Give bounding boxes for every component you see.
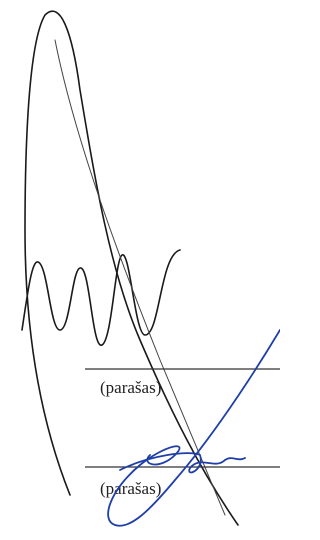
signature-label: (parašas) (100, 479, 161, 498)
signature-black-inner (55, 40, 225, 515)
page: {"signatures": [{"label": "(parašas)"}, … (0, 0, 280, 540)
signature-blue-flourish (120, 453, 245, 472)
signature-label: (parašas) (100, 378, 161, 397)
signature-black (25, 11, 238, 525)
signature-sheet: (parašas) (parašas) (0, 0, 280, 540)
signature-black-zigzag (22, 250, 180, 345)
